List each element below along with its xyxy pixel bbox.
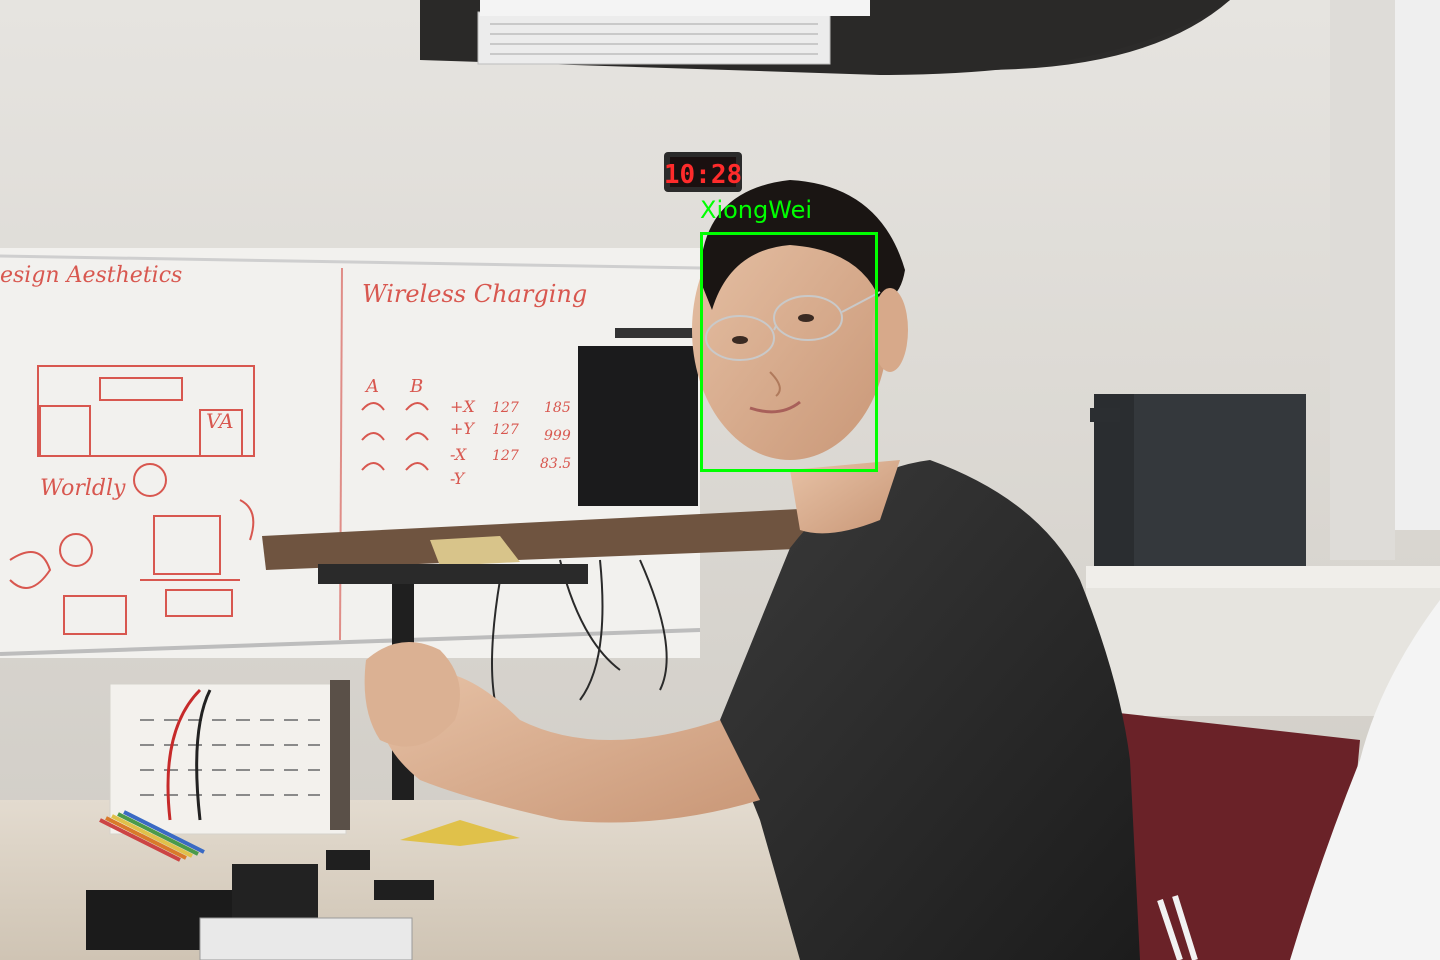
board-num-6: 83.5: [540, 456, 571, 472]
board-num-4: 185: [544, 400, 571, 416]
board-sketches: [9, 365, 429, 635]
pliers: [400, 820, 520, 846]
counter: [1086, 566, 1440, 716]
face-detection-box: [700, 232, 878, 472]
person-hair: [700, 180, 905, 310]
board-col-b: B: [409, 376, 423, 397]
ribbon-cables: [99, 810, 205, 862]
person-head: [692, 200, 888, 460]
ceiling-vent: [477, 11, 831, 65]
board-word-worldly: Worldly: [40, 476, 126, 501]
person-fist: [364, 642, 460, 747]
black-block: [326, 850, 370, 870]
foreground-shirt: [1290, 600, 1440, 960]
person-torso: [720, 460, 1140, 960]
clock-digits: 10:28: [664, 160, 742, 190]
black-block-2: [374, 880, 434, 900]
tv-monitor: [578, 346, 698, 506]
window: [1395, 0, 1440, 530]
board-num-5: 999: [544, 428, 571, 444]
board-num-2: 127: [492, 422, 519, 438]
board-axis-3: -X: [450, 445, 467, 464]
board-axis-2: +Y: [450, 419, 475, 438]
glasses-icon: [705, 291, 881, 361]
wooden-rig: [262, 508, 822, 570]
pillar: [1330, 0, 1395, 560]
power-supply: [109, 683, 347, 835]
person-arm: [378, 670, 760, 823]
board-axis-1: +X: [450, 397, 475, 416]
person-ear: [872, 288, 908, 372]
ceiling-light: [480, 0, 870, 16]
person-neck: [790, 460, 900, 534]
board-num-1: 127: [492, 400, 519, 416]
board-heading-left: esign Aesthetics: [0, 263, 182, 288]
board-label-va: VA: [206, 409, 234, 433]
board-heading-right: Wireless Charging: [362, 280, 587, 308]
board-num-3: 127: [492, 448, 519, 464]
board-col-a: A: [364, 376, 379, 397]
tablet: [199, 917, 413, 960]
face-detection-label: XiongWei: [700, 196, 812, 224]
board-axis-4: -Y: [450, 469, 466, 488]
